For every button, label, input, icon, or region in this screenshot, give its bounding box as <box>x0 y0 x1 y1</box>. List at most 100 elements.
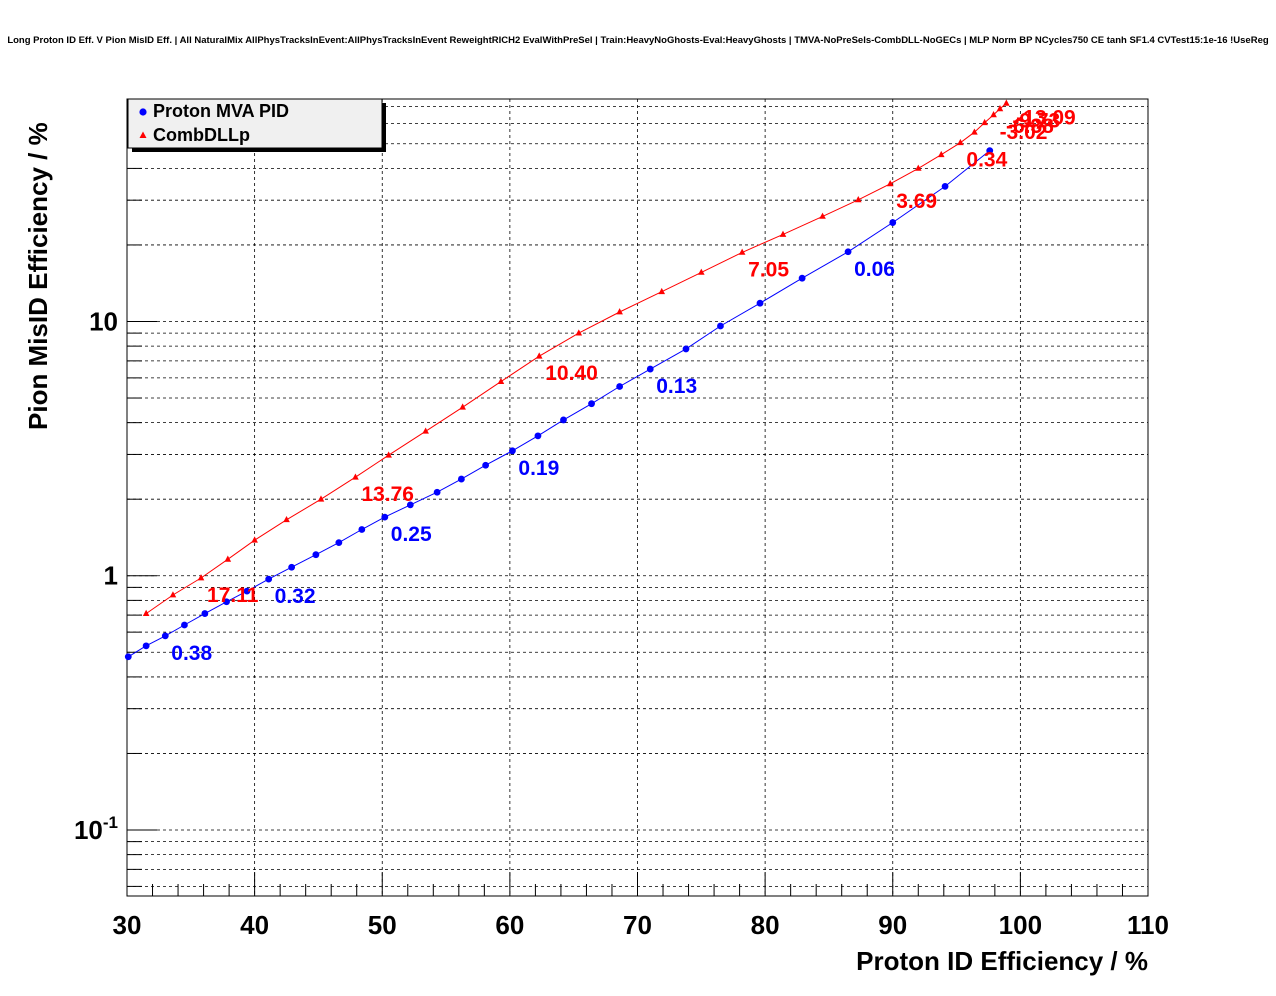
x-tick-label: 60 <box>495 910 524 940</box>
legend-marker-combdllp <box>139 131 147 138</box>
data-point <box>223 598 230 606</box>
data-point <box>779 230 787 237</box>
data-point <box>385 451 392 458</box>
x-tick-label: 70 <box>623 910 652 940</box>
data-point <box>941 182 949 190</box>
y-tick-label: 10-1 <box>74 813 118 845</box>
cut-value-label: 10.40 <box>545 362 598 385</box>
data-point <box>798 274 806 282</box>
series-line <box>145 103 1007 615</box>
cut-value-label: 0.38 <box>171 642 212 665</box>
cut-value-label: 0.25 <box>391 523 432 546</box>
data-point <box>844 248 852 256</box>
data-point <box>124 653 132 661</box>
data-point <box>169 591 177 598</box>
x-tick-label: 40 <box>240 910 269 940</box>
cut-value-label: 0.34 <box>966 149 1007 172</box>
data-point <box>957 138 964 146</box>
x-axis-label: Proton ID Efficiency / % <box>856 946 1148 976</box>
data-point <box>756 299 764 307</box>
data-point <box>497 377 505 385</box>
series-line <box>128 150 991 658</box>
data-point <box>534 432 542 440</box>
data-point <box>889 219 897 226</box>
legend-label-proton-mva: Proton MVA PID <box>153 101 289 121</box>
data-point <box>990 111 997 118</box>
data-point <box>738 248 746 255</box>
data-point <box>433 488 441 496</box>
data-point <box>575 329 583 336</box>
data-point <box>996 105 1004 112</box>
x-tick-label: 100 <box>999 910 1042 940</box>
data-point <box>1003 99 1010 106</box>
data-point <box>854 196 862 203</box>
data-point <box>658 287 666 295</box>
cut-value-label: -13.09 <box>1016 106 1076 129</box>
cut-value-label: 7.05 <box>748 258 789 281</box>
y-axis-label: Pion MisID Efficiency / % <box>23 122 53 430</box>
data-point <box>509 447 516 455</box>
legend-box <box>127 98 383 149</box>
x-tick-label: 50 <box>368 910 397 940</box>
data-point <box>646 365 654 373</box>
data-point <box>265 575 273 583</box>
data-point <box>459 403 466 410</box>
data-point <box>971 128 978 135</box>
data-point <box>224 555 232 562</box>
x-tick-label: 30 <box>113 910 142 940</box>
data-point <box>381 513 389 521</box>
data-point <box>142 642 150 650</box>
cut-value-label: 13.76 <box>361 483 414 506</box>
series-proton-mva-pid: 0.38 0.32 0.25 0.19 0.13 0.06 <box>124 147 994 665</box>
grid <box>127 99 1148 896</box>
data-point <box>937 150 945 158</box>
data-point <box>312 551 320 559</box>
data-point <box>243 587 251 595</box>
y-tick-label-base: 10 <box>74 815 103 845</box>
series-combdllp: 17.11 13.76 10.40 7.05 3.69 0.34 -3.02-6.38-9.… <box>142 99 1076 616</box>
x-tick-label: 80 <box>751 910 780 940</box>
legend: Proton MVA PID CombDLLp <box>127 98 386 152</box>
data-point <box>616 383 624 390</box>
data-point <box>197 574 205 581</box>
data-point <box>819 212 826 219</box>
data-point <box>616 308 623 315</box>
data-point <box>457 475 465 483</box>
cut-value-label: 0.13 <box>656 375 697 398</box>
cut-value-label: 0.32 <box>275 585 316 608</box>
data-point <box>352 473 359 480</box>
data-point <box>406 501 414 509</box>
data-point <box>717 322 724 330</box>
data-point <box>422 427 429 434</box>
data-point <box>482 461 490 469</box>
data-point <box>358 526 366 533</box>
cut-value-label: -3.02 <box>1000 121 1048 144</box>
cut-value-label: 0.19 <box>518 457 559 480</box>
y-tick-label: 10 <box>89 306 118 336</box>
data-point <box>181 621 188 629</box>
data-point <box>335 539 343 546</box>
y-tick-label-exponent: -1 <box>103 813 118 832</box>
legend-label-combdllp: CombDLLp <box>153 125 250 145</box>
data-point <box>317 495 325 502</box>
cut-value-label: 3.69 <box>896 190 937 213</box>
data-point <box>283 515 290 523</box>
chart-title: Long Proton ID Eff. V Pion MisID Eff. | … <box>7 35 1269 46</box>
data-point <box>161 632 169 640</box>
data-point <box>560 416 567 424</box>
y-tick-label: 1 <box>104 561 118 591</box>
data-point <box>682 345 690 353</box>
x-tick-label: 110 <box>1127 910 1169 940</box>
data-point <box>698 268 705 275</box>
x-tick-label: 90 <box>878 910 907 940</box>
cut-value-label: 17.11 <box>207 584 259 607</box>
data-point <box>201 610 209 617</box>
data-point <box>142 609 150 616</box>
data-point <box>914 164 922 171</box>
cut-value-label: -6.38 <box>1006 115 1054 138</box>
data-point <box>981 118 988 126</box>
data-point <box>251 536 258 543</box>
cut-value-label: -9.73 <box>1012 109 1060 132</box>
